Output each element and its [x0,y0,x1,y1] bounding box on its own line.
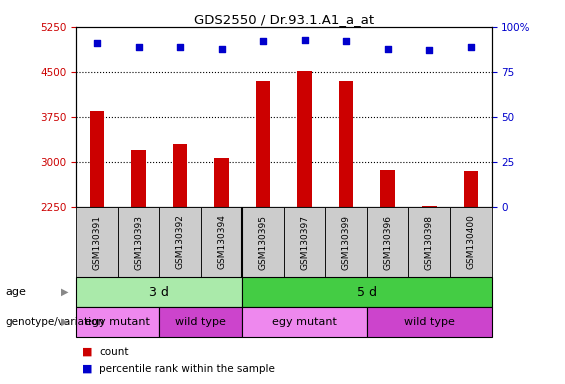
Point [217,46,226,52]
Text: GSM130399: GSM130399 [342,215,351,270]
Bar [201,207,242,277]
Bar [325,207,367,277]
Text: genotype/variation: genotype/variation [6,317,105,327]
Text: age: age [6,287,27,297]
Point [425,47,434,53]
Bar [297,71,312,207]
Point [342,38,351,45]
Point [134,44,143,50]
Bar [450,207,492,277]
Bar [242,277,492,307]
Text: GSM130397: GSM130397 [300,215,309,270]
Bar [76,207,118,277]
Bar [367,307,492,337]
Point [383,46,392,52]
Text: ▶: ▶ [61,287,69,297]
Text: count: count [99,347,128,357]
Bar [256,81,271,207]
Bar [90,111,105,207]
Bar [242,207,284,277]
Text: egy mutant: egy mutant [272,317,337,327]
Bar [242,307,367,337]
Point [93,40,102,46]
Title: GDS2550 / Dr.93.1.A1_a_at: GDS2550 / Dr.93.1.A1_a_at [194,13,374,26]
Text: GSM130391: GSM130391 [93,215,102,270]
Bar [284,207,325,277]
Text: GSM130393: GSM130393 [134,215,143,270]
Text: GSM130400: GSM130400 [466,215,475,270]
Bar [159,207,201,277]
Bar [380,170,395,207]
Text: 5 d: 5 d [357,285,377,298]
Text: GSM130396: GSM130396 [383,215,392,270]
Point [176,44,185,50]
Text: GSM130392: GSM130392 [176,215,185,270]
Text: wild type: wild type [404,317,455,327]
Bar [131,150,146,207]
Text: ■: ■ [82,347,93,357]
Text: 3 d: 3 d [149,285,169,298]
Text: egy mutant: egy mutant [85,317,150,327]
Bar [214,158,229,207]
Text: wild type: wild type [175,317,227,327]
Text: GSM130398: GSM130398 [425,215,434,270]
Bar [76,277,242,307]
Point [259,38,268,45]
Bar [76,307,159,337]
Point [300,36,309,43]
Text: percentile rank within the sample: percentile rank within the sample [99,364,275,374]
Bar [118,207,159,277]
Bar [367,207,408,277]
Text: ▶: ▶ [61,317,69,327]
Text: GSM130395: GSM130395 [259,215,268,270]
Point [466,44,475,50]
Text: ■: ■ [82,364,93,374]
Bar [408,207,450,277]
Bar [463,171,478,207]
Bar [422,206,437,207]
Text: GSM130394: GSM130394 [217,215,226,270]
Bar [173,144,188,207]
Bar [339,81,354,207]
Bar [159,307,242,337]
